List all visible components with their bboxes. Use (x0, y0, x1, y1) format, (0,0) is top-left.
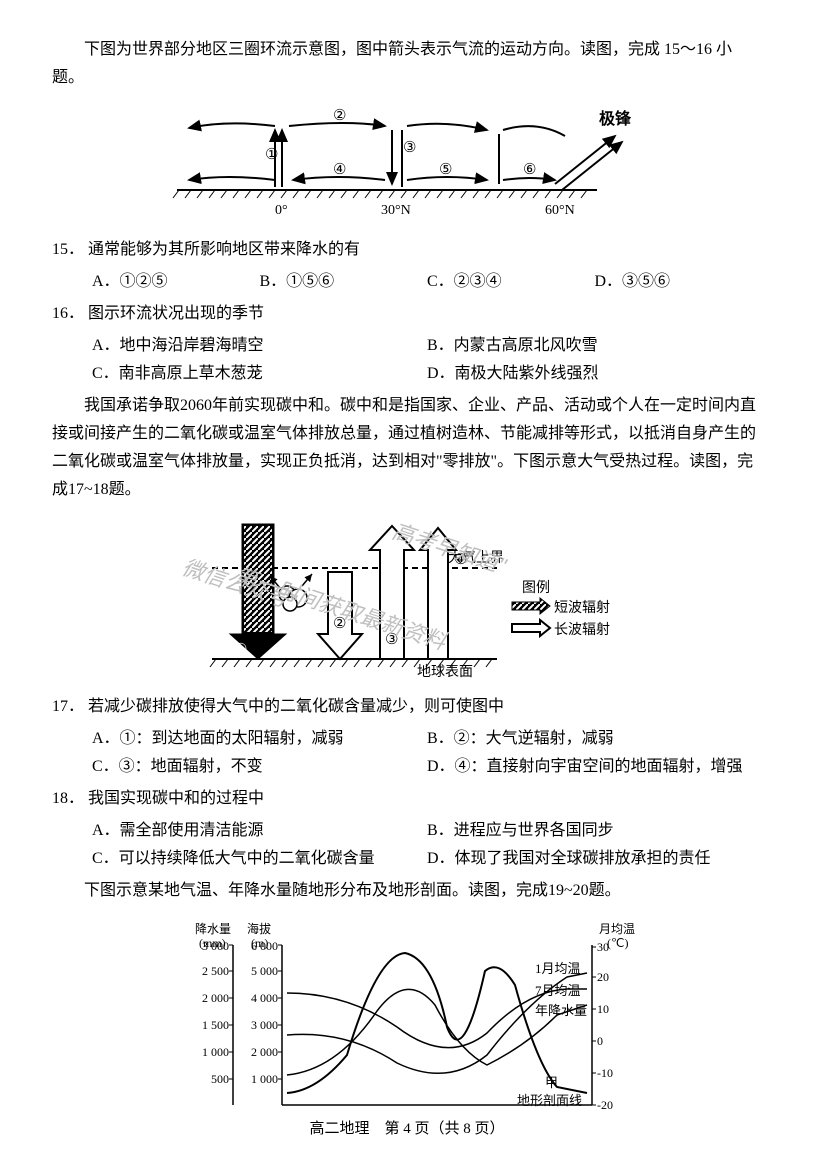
svg-text:②: ② (333, 108, 346, 124)
svg-text:海拔: 海拔 (247, 921, 271, 936)
svg-text:⑥: ⑥ (523, 162, 536, 178)
svg-text:2 000: 2 000 (202, 991, 229, 1005)
q16-num: 16． (52, 305, 84, 322)
diagram-atmosphere: 地球表面 大气上界 (52, 514, 762, 679)
q15-opt-d: D．③⑤⑥ (595, 268, 763, 296)
svg-text:2 000: 2 000 (251, 1045, 278, 1059)
svg-text:3 000: 3 000 (251, 1018, 278, 1032)
svg-text:⑤: ⑤ (439, 162, 452, 178)
q16-opt-c: C．南非高原上草木葱茏 (92, 360, 427, 388)
q18-opt-d: D．体现了我国对全球碳排放承担的责任 (427, 845, 762, 873)
q16-opt-a: A．地中海沿岸碧海晴空 (92, 332, 427, 360)
intro-q19-20: 下图示意某地气温、年降水量随地形分布及地形剖面。读图，完成19~20题。 (52, 877, 762, 905)
svg-text:④: ④ (454, 552, 467, 568)
q17-stem: 若减少碳排放使得大气中的二氧化碳含量减少，则可使图中 (88, 698, 504, 715)
svg-text:-10: -10 (597, 1066, 613, 1080)
svg-text:(℃): (℃) (607, 936, 628, 950)
svg-text:①: ① (265, 147, 278, 163)
q15-opt-c: C．②③④ (427, 268, 595, 296)
svg-text:年降水量: 年降水量 (535, 1003, 587, 1018)
svg-text:短波辐射: 短波辐射 (554, 600, 610, 616)
q16-options: A．地中海沿岸碧海晴空 B．内蒙古高原北风吹雪 C．南非高原上草木葱茏 D．南极… (52, 332, 762, 388)
svg-text:30: 30 (597, 940, 609, 954)
svg-text:1 000: 1 000 (202, 1045, 229, 1059)
svg-text:降水量: 降水量 (195, 922, 231, 936)
question-18: 18． 我国实现碳中和的过程中 (52, 785, 762, 813)
q15-options: A．①②⑤ B．①⑤⑥ C．②③④ D．③⑤⑥ (52, 268, 762, 296)
question-17: 17． 若减少碳排放使得大气中的二氧化碳含量减少，则可使图中 (52, 693, 762, 721)
svg-text:0°: 0° (275, 203, 288, 218)
q17-opt-c: C．③：地面辐射，不变 (92, 753, 427, 781)
q18-num: 18． (52, 790, 84, 807)
q17-opt-a: A．①：到达地面的太阳辐射，减弱 (92, 725, 427, 753)
svg-text:③: ③ (403, 140, 416, 156)
q18-opt-a: A．需全部使用清洁能源 (92, 817, 427, 845)
svg-text:4 000: 4 000 (251, 991, 278, 1005)
q15-stem: 通常能够为其所影响地区带来降水的有 (88, 241, 360, 258)
q16-stem: 图示环流状况出现的季节 (88, 305, 264, 322)
svg-text:20: 20 (597, 970, 609, 984)
intro-q17-18: 我国承诺争取2060年前实现碳中和。碳中和是指国家、企业、产品、活动或个人在一定… (52, 392, 762, 504)
svg-text:②: ② (333, 616, 346, 632)
q17-options: A．①：到达地面的太阳辐射，减弱 B．②：大气逆辐射，减弱 C．③：地面辐射，不… (52, 725, 762, 781)
svg-text:月均温: 月均温 (599, 922, 635, 936)
svg-text:60°N: 60°N (545, 203, 575, 218)
svg-text:5 000: 5 000 (251, 964, 278, 978)
svg-text:1 500: 1 500 (202, 1018, 229, 1032)
svg-text:极锋: 极锋 (599, 109, 632, 128)
q17-num: 17． (52, 698, 84, 715)
svg-text:-20: -20 (597, 1098, 613, 1112)
diagram-circulation: ① ② ③ ④ ⑤ ⑥ 极锋 0° 30°N 60°N (52, 102, 762, 222)
question-15: 15． 通常能够为其所影响地区带来降水的有 (52, 236, 762, 264)
svg-text:甲: 甲 (545, 1075, 558, 1090)
svg-text:1 000: 1 000 (251, 1072, 278, 1086)
svg-text:④: ④ (333, 162, 346, 178)
svg-text:10: 10 (597, 1002, 609, 1016)
q16-opt-d: D．南极大陆紫外线强烈 (427, 360, 762, 388)
q18-opt-b: B．进程应与世界各国同步 (427, 817, 762, 845)
q17-opt-b: B．②：大气逆辐射，减弱 (427, 725, 762, 753)
svg-text:0: 0 (597, 1034, 603, 1048)
svg-text:图例: 图例 (522, 580, 550, 596)
q18-stem: 我国实现碳中和的过程中 (88, 790, 264, 807)
svg-text:2 500: 2 500 (202, 964, 229, 978)
q18-opt-c: C．可以持续降低大气中的二氧化碳含量 (92, 845, 427, 873)
svg-text:长波辐射: 长波辐射 (554, 622, 610, 638)
svg-text:地球表面: 地球表面 (417, 664, 473, 679)
svg-text:③: ③ (385, 632, 398, 648)
svg-text:6 000: 6 000 (251, 939, 278, 953)
q18-options: A．需全部使用清洁能源 B．进程应与世界各国同步 C．可以持续降低大气中的二氧化… (52, 817, 762, 873)
svg-text:3 000: 3 000 (202, 939, 229, 953)
q15-num: 15． (52, 241, 84, 258)
intro-q15-16: 下图为世界部分地区三圈环流示意图，图中箭头表示气流的运动方向。读图，完成 15～… (52, 36, 762, 92)
question-16: 16． 图示环流状况出现的季节 (52, 300, 762, 328)
q15-opt-a: A．①②⑤ (92, 268, 260, 296)
q15-opt-b: B．①⑤⑥ (260, 268, 428, 296)
q17-opt-d: D．④：直接射向宇宙空间的地面辐射，增强 (427, 753, 762, 781)
svg-text:30°N: 30°N (381, 203, 411, 218)
svg-text:7月均温: 7月均温 (535, 983, 581, 998)
svg-text:①: ① (234, 642, 247, 658)
diagram-terrain-profile: 降水量 (mm) 500 1 000 1 500 2 000 2 500 3 0… (52, 915, 762, 1125)
svg-text:1月均温: 1月均温 (535, 961, 581, 976)
q16-opt-b: B．内蒙古高原北风吹雪 (427, 332, 762, 360)
svg-text:500: 500 (211, 1072, 229, 1086)
page-footer: 高二地理 第 4 页（共 8 页） (0, 1116, 814, 1142)
svg-text:地形剖面线: 地形剖面线 (517, 1093, 582, 1108)
